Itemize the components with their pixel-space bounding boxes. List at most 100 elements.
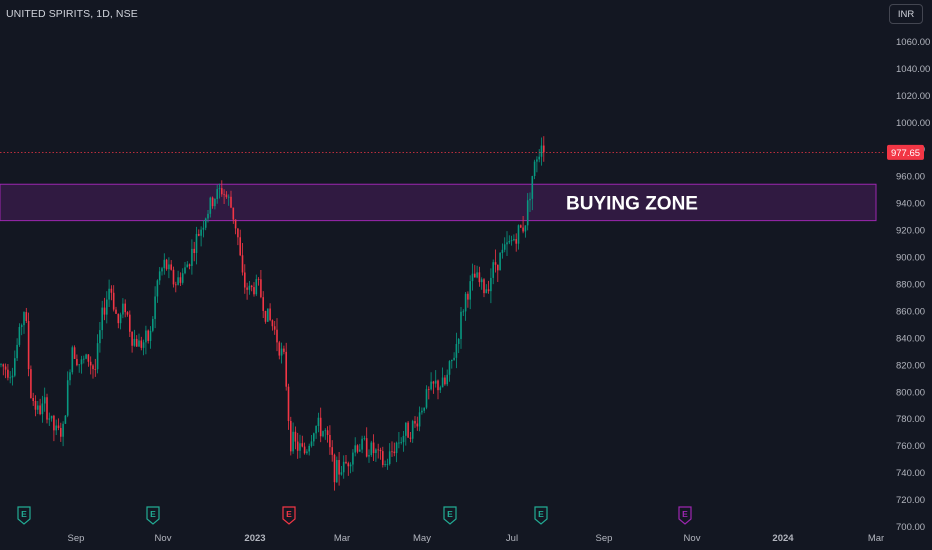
candle [60, 422, 62, 442]
y-tick-label: 920.00 [896, 226, 925, 237]
candle [168, 257, 170, 279]
candle [439, 385, 442, 394]
candle [184, 262, 186, 275]
candle [48, 412, 51, 426]
x-axis[interactable]: Sep Nov 2023 Mar May Jul Sep Nov 2024 Mar [68, 533, 885, 544]
candle [430, 372, 432, 391]
y-tick-label: 1040.00 [896, 64, 930, 75]
candle [508, 235, 511, 245]
candle [455, 332, 458, 369]
candle [283, 345, 285, 355]
candle [405, 422, 407, 446]
x-tick-label: Nov [684, 533, 701, 544]
svg-text:E: E [447, 509, 453, 519]
candle [317, 412, 320, 433]
y-tick-label: 700.00 [896, 522, 925, 533]
candle [106, 291, 108, 324]
candle [471, 263, 474, 291]
candle [161, 266, 163, 276]
candle [386, 458, 389, 470]
candle [124, 299, 126, 318]
candle [303, 442, 306, 455]
earnings-marker[interactable]: E [146, 506, 160, 525]
candle [186, 261, 189, 268]
candle [4, 363, 7, 379]
candle [428, 386, 430, 400]
buying-zone-rect[interactable] [0, 183, 877, 222]
candle [225, 191, 228, 199]
candle [62, 421, 64, 447]
candle [156, 279, 159, 303]
candle [101, 300, 103, 339]
candle [27, 312, 30, 377]
earnings-marker[interactable]: E [534, 506, 548, 525]
candle [329, 425, 331, 455]
candle [513, 234, 515, 242]
candle [7, 364, 9, 381]
candle [432, 380, 435, 394]
candle [278, 340, 281, 360]
candle [503, 237, 506, 253]
y-tick-label: 960.00 [896, 172, 925, 183]
candle [207, 210, 209, 223]
y-tick-label: 940.00 [896, 199, 925, 210]
candle [46, 393, 48, 424]
candle [462, 309, 465, 317]
candle [492, 259, 494, 285]
candle [262, 291, 264, 319]
candle [543, 136, 545, 162]
candle [342, 455, 345, 479]
candle [181, 268, 184, 285]
y-axis[interactable]: 700.00 720.00 740.00 760.00 780.00 800.00 820.… [887, 37, 930, 533]
candle [115, 306, 117, 315]
candle [34, 395, 37, 417]
candle [494, 249, 497, 273]
candle [485, 284, 488, 294]
candle [55, 419, 57, 436]
svg-text:E: E [682, 509, 688, 519]
candle [198, 229, 200, 237]
candle [368, 449, 370, 463]
candle [140, 336, 143, 351]
candle [315, 425, 317, 439]
candle [221, 180, 223, 197]
candle [464, 292, 467, 321]
candle [506, 231, 508, 256]
x-tick-label: Sep [596, 533, 613, 544]
candle [292, 422, 294, 454]
candle [361, 435, 363, 454]
y-tick-label: 1000.00 [896, 118, 930, 129]
earnings-marker[interactable]: E [678, 506, 692, 525]
candle [310, 435, 313, 448]
currency-button[interactable]: INR [889, 4, 923, 24]
candle [313, 432, 315, 446]
candle [306, 449, 308, 455]
candle [260, 269, 262, 299]
candle [23, 311, 25, 334]
candle [85, 353, 87, 360]
candle [269, 303, 271, 322]
candle [80, 355, 83, 374]
chart-title: UNITED SPIRITS, 1D, NSE [6, 8, 138, 20]
candle [271, 319, 274, 331]
candle [287, 383, 290, 430]
candle [400, 437, 402, 445]
candle [382, 446, 384, 468]
candle [14, 350, 16, 378]
candle [421, 407, 423, 415]
candle [200, 226, 202, 247]
candle [241, 243, 244, 276]
earnings-marker[interactable]: E [17, 506, 31, 525]
candle [379, 447, 382, 460]
candle [437, 379, 439, 400]
candle [204, 217, 207, 231]
candle [448, 360, 451, 382]
earnings-marker[interactable]: E [443, 506, 457, 525]
candle [402, 431, 405, 452]
svg-text:E: E [150, 509, 156, 519]
earnings-marker[interactable]: E [282, 506, 296, 525]
candle [497, 264, 499, 282]
x-tick-label: Mar [868, 533, 884, 544]
